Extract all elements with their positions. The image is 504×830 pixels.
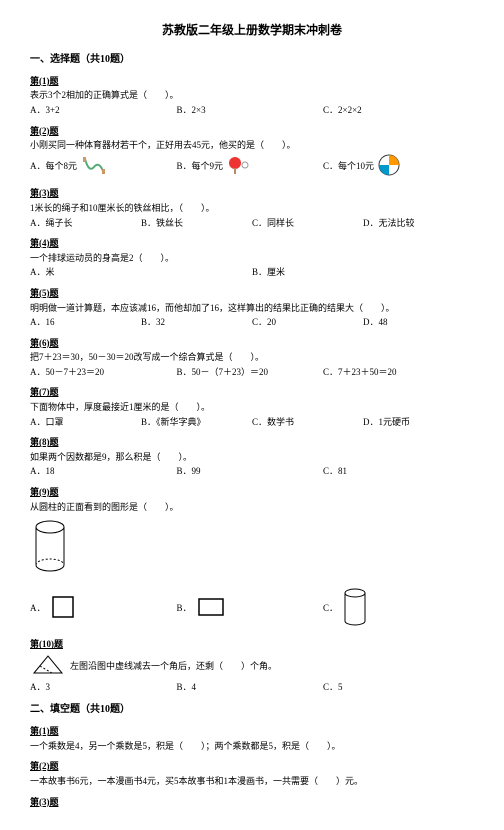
q7-head: 第(7)题 bbox=[30, 386, 474, 399]
f1-head: 第(1)题 bbox=[30, 725, 474, 738]
q10-stem-row: 左图沿图中虚线减去一个角后，还剩（ ）个角。 bbox=[30, 653, 474, 679]
q1-opt-b: B．2×3 bbox=[177, 104, 324, 117]
q10-stem: 左图沿图中虚线减去一个角后，还剩（ ）个角。 bbox=[70, 660, 277, 673]
q9-opt-c: C． bbox=[323, 587, 470, 631]
q5-opt-b: B．32 bbox=[141, 316, 252, 329]
section-2-head: 二、填空题（共10题） bbox=[30, 703, 474, 717]
q3-options: A．绳子长 B．铁丝长 C．同样长 D．无法比较 bbox=[30, 217, 474, 230]
q1-options: A．3+2 B．2×3 C．2×2×2 bbox=[30, 104, 474, 117]
ball-icon bbox=[378, 154, 400, 180]
q9-opt-a-label: A． bbox=[30, 602, 46, 615]
q7-stem: 下面物体中，厚度最接近1厘米的是（ ）。 bbox=[30, 401, 474, 414]
q8-options: A．18 B．99 C．81 bbox=[30, 465, 474, 478]
q4-head: 第(4)题 bbox=[30, 237, 474, 250]
q7-opt-a: A．口罩 bbox=[30, 416, 141, 429]
q9-opt-a: A． bbox=[30, 594, 177, 624]
q9-stem: 从圆柱的正面看到的图形是（ ）。 bbox=[30, 501, 474, 514]
q3-opt-a: A．绳子长 bbox=[30, 217, 141, 230]
q5-head: 第(5)题 bbox=[30, 287, 474, 300]
cylinder-small-icon bbox=[342, 587, 368, 631]
q6-opt-a: A．50－7＋23＝20 bbox=[30, 366, 177, 379]
q9-options: A． B． C． bbox=[30, 587, 474, 631]
q2-opt-a: A．每个8元 bbox=[30, 155, 177, 179]
q6-opt-c: C．7＋23＋50＝20 bbox=[323, 366, 470, 379]
f3-head: 第(3)题 bbox=[30, 796, 474, 809]
q4-opt-b: B．厘米 bbox=[252, 266, 474, 279]
q3-opt-b: B．铁丝长 bbox=[141, 217, 252, 230]
rectangle-icon bbox=[196, 596, 226, 622]
paddle-icon bbox=[227, 155, 251, 179]
q10-head: 第(10)题 bbox=[30, 638, 474, 651]
q10-opt-b: B．4 bbox=[177, 681, 324, 694]
q6-stem: 把7＋23＝30，50－30＝20改写成一个综合算式是（ ）。 bbox=[30, 351, 474, 364]
q2-opt-b: B．每个9元 bbox=[177, 155, 324, 179]
q5-stem: 明明做一道计算题，本应该减16，而他却加了16，这样算出的结果比正确的结果大（ … bbox=[30, 302, 474, 315]
q6-options: A．50－7＋23＝20 B．50－（7＋23）＝20 C．7＋23＋50＝20 bbox=[30, 366, 474, 379]
q8-head: 第(8)题 bbox=[30, 436, 474, 449]
q5-options: A．16 B．32 C．20 D．48 bbox=[30, 316, 474, 329]
q3-head: 第(3)题 bbox=[30, 187, 474, 200]
q2-head: 第(2)题 bbox=[30, 125, 474, 138]
q10-opt-a: A．3 bbox=[30, 681, 177, 694]
q7-options: A．口罩 B．《新华字典》 C．数学书 D．1元硬币 bbox=[30, 416, 474, 429]
f2-stem: 一本故事书6元，一本漫画书4元，买5本故事书和1本漫画书，一共需要（ ）元。 bbox=[30, 775, 474, 788]
q2-opt-b-label: B．每个9元 bbox=[177, 160, 224, 173]
q8-stem: 如果两个因数都是9，那么积是（ ）。 bbox=[30, 451, 474, 464]
q10-opt-c: C．5 bbox=[323, 681, 470, 694]
q7-opt-b: B．《新华字典》 bbox=[141, 416, 252, 429]
q5-opt-d: D．48 bbox=[363, 316, 474, 329]
q4-stem: 一个排球运动员的身高是2（ ）。 bbox=[30, 252, 474, 265]
q1-head: 第(1)题 bbox=[30, 75, 474, 88]
q2-stem: 小刚买同一种体育器材若干个，正好用去45元，他买的是（ ）。 bbox=[30, 139, 474, 152]
q2-opt-c-label: C．每个10元 bbox=[323, 160, 374, 173]
q6-head: 第(6)题 bbox=[30, 337, 474, 350]
q5-opt-c: C．20 bbox=[252, 316, 363, 329]
q4-opt-a: A．米 bbox=[30, 266, 252, 279]
q10-options: A．3 B．4 C．5 bbox=[30, 681, 474, 694]
q2-opt-a-label: A．每个8元 bbox=[30, 160, 77, 173]
f1-stem: 一个乘数是4，另一个乘数是5，积是（ ）；两个乘数都是5，积是（ ）。 bbox=[30, 740, 474, 753]
q1-opt-c: C．2×2×2 bbox=[323, 104, 470, 117]
q9-cylinder-figure bbox=[30, 519, 474, 577]
q7-opt-d: D．1元硬币 bbox=[363, 416, 474, 429]
q8-opt-a: A．18 bbox=[30, 465, 177, 478]
q9-opt-b: B． bbox=[177, 596, 324, 622]
q9-head: 第(9)题 bbox=[30, 486, 474, 499]
q2-opt-c: C．每个10元 bbox=[323, 154, 470, 180]
q3-opt-d: D．无法比较 bbox=[363, 217, 474, 230]
q1-opt-a: A．3+2 bbox=[30, 104, 177, 117]
f2-head: 第(2)题 bbox=[30, 760, 474, 773]
q8-opt-c: C．81 bbox=[323, 465, 470, 478]
q3-stem: 1米长的绳子和10厘米长的铁丝相比，（ ）。 bbox=[30, 202, 474, 215]
q2-options: A．每个8元 B．每个9元 C．每个10元 bbox=[30, 154, 474, 180]
q7-opt-c: C．数学书 bbox=[252, 416, 363, 429]
q4-options: A．米 B．厘米 bbox=[30, 266, 474, 279]
jump-rope-icon bbox=[81, 155, 107, 179]
page-title: 苏教版二年级上册数学期末冲刺卷 bbox=[30, 22, 474, 39]
section-1-head: 一、选择题（共10题） bbox=[30, 53, 474, 67]
q8-opt-b: B．99 bbox=[177, 465, 324, 478]
triangle-cut-icon bbox=[30, 653, 66, 679]
q6-opt-b: B．50－（7＋23）＝20 bbox=[177, 366, 324, 379]
square-icon bbox=[50, 594, 76, 624]
cylinder-icon bbox=[30, 519, 70, 573]
q9-opt-c-label: C． bbox=[323, 602, 338, 615]
q5-opt-a: A．16 bbox=[30, 316, 141, 329]
q9-opt-b-label: B． bbox=[177, 602, 192, 615]
q1-stem: 表示3个2相加的正确算式是（ ）。 bbox=[30, 89, 474, 102]
q3-opt-c: C．同样长 bbox=[252, 217, 363, 230]
